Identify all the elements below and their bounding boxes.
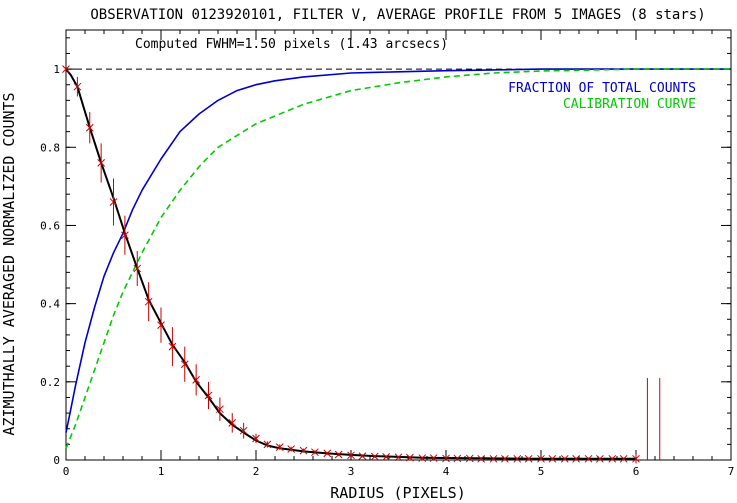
- data-point: [157, 321, 165, 329]
- data-point: [228, 419, 237, 427]
- data-point: [596, 454, 604, 463]
- data-point: [299, 446, 308, 455]
- y-tick-label: 0: [53, 454, 60, 467]
- data-point: [180, 360, 189, 369]
- data-point: [537, 454, 545, 463]
- data-point: [524, 454, 533, 463]
- data-point: [429, 454, 438, 462]
- data-point: [252, 434, 260, 443]
- data-point: [418, 454, 427, 462]
- series-layer: [65, 68, 731, 460]
- data-point: [632, 454, 640, 463]
- plot-frame: [65, 29, 732, 461]
- data-point: [323, 449, 332, 458]
- y-tick-label: 1: [53, 63, 60, 76]
- fwhm-annotation: Computed FWHM=1.50 pixels (1.43 arcsecs): [135, 37, 448, 52]
- data-point: [358, 452, 367, 460]
- data-point: [560, 454, 569, 463]
- x-tick-label: 3: [348, 465, 355, 478]
- data-point: [477, 454, 486, 463]
- data-point: [453, 454, 462, 463]
- x-tick-label: 6: [633, 465, 640, 478]
- chart-title: OBSERVATION 0123920101, FILTER V, AVERAG…: [90, 7, 705, 23]
- plot-border: [65, 29, 732, 461]
- data-point: [347, 451, 355, 460]
- data-point: [85, 123, 94, 132]
- legend-entry-calibration: CALIBRATION CURVE: [563, 97, 696, 112]
- calibration-curve: [65, 68, 731, 449]
- data-point: [394, 453, 403, 462]
- data-point: [572, 454, 581, 463]
- data-point: [311, 448, 319, 457]
- data-point: [216, 405, 224, 414]
- y-tick-label: 0.8: [40, 141, 60, 154]
- data-point: [109, 198, 118, 206]
- data-point: [192, 376, 201, 384]
- data-point: [133, 264, 142, 273]
- x-tick-label: 7: [728, 465, 735, 478]
- data-point: [144, 297, 153, 306]
- data-point: [239, 426, 248, 435]
- data-point: [501, 454, 509, 463]
- x-tick-label: 4: [443, 465, 450, 478]
- data-point: [584, 454, 593, 463]
- data-point: [73, 82, 82, 91]
- data-point: [62, 65, 70, 73]
- data-point: [263, 440, 272, 449]
- y-axis: 0 0.2 0.4 0.6 0.8 1: [40, 37, 731, 467]
- fraction-curve: [65, 68, 731, 433]
- data-point: [619, 454, 628, 463]
- x-tick-label: 1: [158, 465, 165, 478]
- y-axis-title: AZIMUTHALLY AVERAGED NORMALIZED COUNTS: [0, 92, 18, 435]
- x-tick-label: 2: [253, 465, 260, 478]
- data-point: [168, 342, 177, 351]
- data-point: [287, 445, 296, 453]
- x-tick-label: 5: [538, 465, 545, 478]
- data-point: [370, 452, 379, 461]
- data-point: [204, 391, 213, 400]
- y-tick-label: 0.6: [40, 219, 60, 232]
- data-point: [406, 453, 414, 462]
- data-point: [513, 454, 522, 463]
- x-tick-label: 0: [63, 465, 70, 478]
- legend-entry-fraction: FRACTION OF TOTAL COUNTS: [508, 81, 696, 96]
- data-point: [97, 159, 106, 167]
- data-point: [334, 450, 343, 459]
- profile-fit-curve: [65, 68, 636, 460]
- data-point: [465, 454, 474, 463]
- measurement-layer: [62, 65, 661, 464]
- data-point: [489, 454, 498, 463]
- data-point: [121, 231, 129, 240]
- data-point: [548, 454, 557, 463]
- y-tick-label: 0.4: [40, 298, 60, 311]
- data-point: [608, 454, 617, 463]
- x-axis-title: RADIUS (PIXELS): [330, 484, 465, 502]
- data-point: [275, 443, 284, 451]
- data-point: [382, 453, 391, 461]
- data-point: [442, 454, 450, 463]
- y-tick-label: 0.2: [40, 376, 60, 389]
